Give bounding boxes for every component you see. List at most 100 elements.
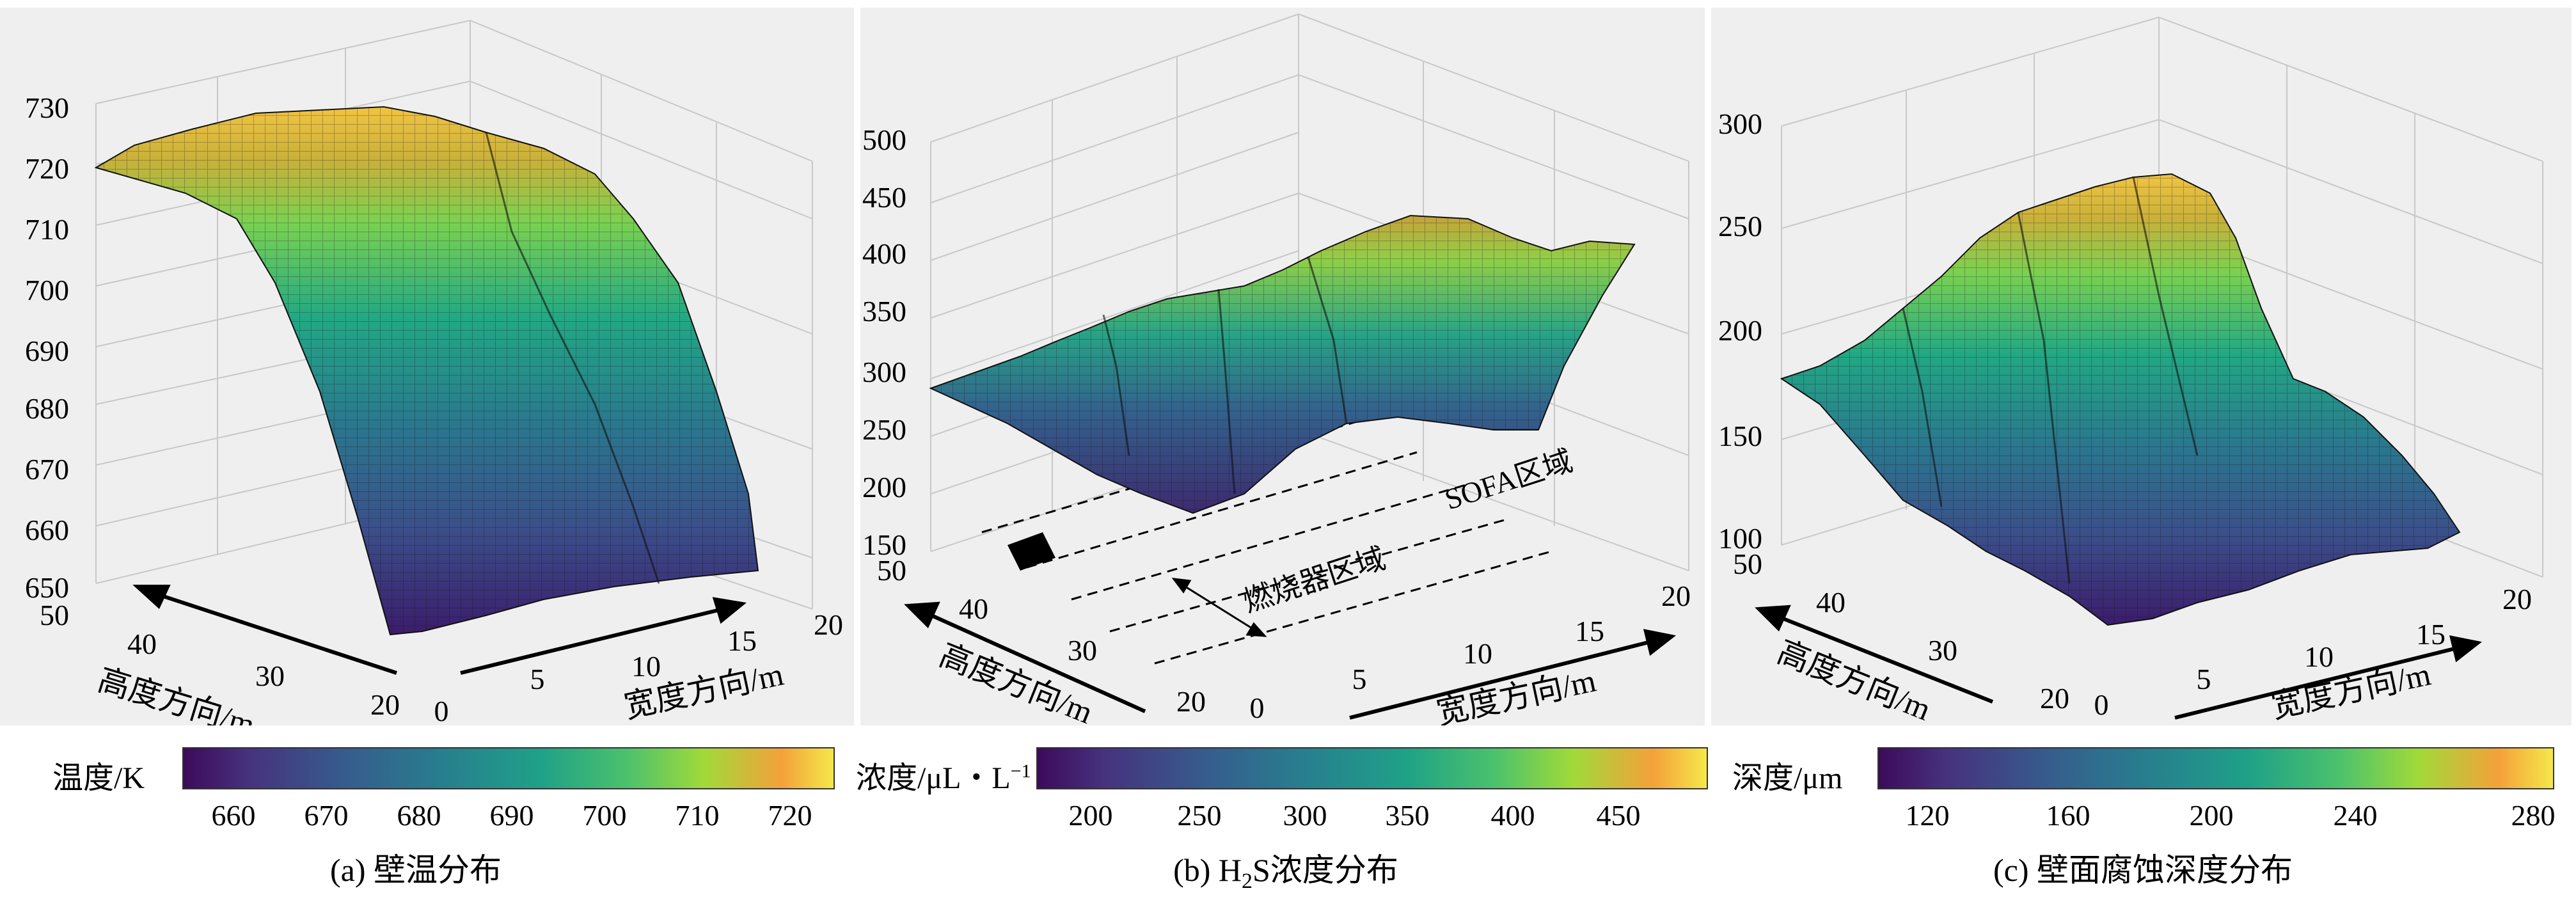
z-tick-label: 650 bbox=[25, 571, 69, 604]
z-tick-label: 500 bbox=[862, 123, 906, 156]
width-tick-label: 20 bbox=[2502, 583, 2532, 615]
z-tick-label: 660 bbox=[25, 514, 69, 546]
depth-tick-label: 50 bbox=[1733, 548, 1762, 580]
z-tick-label: 100 bbox=[1718, 522, 1762, 555]
caption-b: (b) H2S浓度分布 bbox=[1173, 844, 1398, 894]
colorbar-c-tick: 120 bbox=[1905, 799, 1950, 832]
caption-b-sub: 2 bbox=[1242, 869, 1253, 893]
colorbar-a-tick: 680 bbox=[397, 799, 441, 832]
panel-b: SOFA区域 燃烧器区域 500 450 400 350 300 250 200… bbox=[860, 8, 1705, 725]
panel-c-xlabel: 宽度方向/m bbox=[2268, 656, 2434, 724]
colorbar-a-tick: 700 bbox=[582, 799, 627, 832]
width-tick-label: 0 bbox=[434, 695, 449, 725]
colorbar-b bbox=[1036, 747, 1708, 789]
panel-c-plot: 300 250 200 150 100 50 40 30 20 0 5 10 1… bbox=[1718, 17, 2543, 725]
z-tick-label: 450 bbox=[862, 181, 906, 214]
colorbar-b-tick: 300 bbox=[1283, 799, 1327, 832]
panel-a-arrows bbox=[132, 585, 747, 675]
width-tick-label: 10 bbox=[2304, 640, 2334, 673]
z-tick-label: 720 bbox=[25, 152, 69, 185]
colorbar-c-tick: 160 bbox=[2046, 799, 2090, 832]
z-tick-label: 200 bbox=[862, 471, 906, 503]
panel-b-depth-ticks: 50 40 30 20 bbox=[877, 554, 1206, 718]
z-tick-label: 400 bbox=[862, 237, 906, 270]
colorbar-a bbox=[182, 747, 835, 789]
panel-b-marker bbox=[1007, 532, 1055, 571]
colorbar-a-tick: 710 bbox=[675, 799, 720, 832]
colorbar-a-tick: 720 bbox=[768, 799, 812, 832]
panel-c-depth-ticks: 50 40 30 20 bbox=[1733, 548, 2069, 715]
colorbar-b-label-sup: −1 bbox=[1010, 761, 1031, 782]
z-tick-label: 250 bbox=[862, 413, 906, 446]
colorbar-b-tick: 350 bbox=[1385, 799, 1430, 832]
depth-tick-label: 20 bbox=[370, 688, 400, 721]
panel-b-z-ticks: 500 450 400 350 300 250 200 150 bbox=[862, 123, 906, 561]
panel-b-burner-arrow bbox=[1171, 578, 1267, 637]
depth-tick-label: 30 bbox=[1068, 634, 1097, 667]
panel-a-width-ticks: 0 5 10 15 20 bbox=[434, 608, 844, 725]
depth-tick-label: 20 bbox=[1176, 685, 1206, 718]
panel-c: 300 250 200 150 100 50 40 30 20 0 5 10 1… bbox=[1711, 8, 2572, 725]
panel-a-plot: 730 720 710 700 690 680 670 660 650 50 4… bbox=[25, 20, 844, 725]
panel-c-arrows bbox=[1755, 605, 2482, 720]
panel-a: 730 720 710 700 690 680 670 660 650 50 4… bbox=[0, 8, 854, 725]
depth-tick-label: 30 bbox=[255, 660, 285, 692]
z-tick-label: 200 bbox=[1718, 314, 1762, 347]
z-tick-label: 690 bbox=[25, 335, 69, 367]
caption-c: (c) 壁面腐蚀深度分布 bbox=[1993, 852, 2293, 888]
z-tick-label: 700 bbox=[25, 274, 69, 306]
z-tick-label: 350 bbox=[862, 295, 906, 328]
colorbar-a-tick: 690 bbox=[489, 799, 534, 832]
panel-b-arrows bbox=[904, 601, 1676, 720]
colorbar-c-tick: 280 bbox=[2511, 799, 2556, 832]
panel-c-width-ticks: 0 5 10 15 20 bbox=[2094, 583, 2533, 721]
width-tick-label: 5 bbox=[2197, 663, 2211, 695]
depth-tick-label: 50 bbox=[40, 599, 69, 631]
width-tick-label: 0 bbox=[1250, 692, 1265, 724]
panel-b-burner-label: 燃烧器区域 bbox=[1239, 542, 1389, 619]
z-tick-label: 680 bbox=[25, 392, 69, 425]
colorbar-b-tick: 450 bbox=[1596, 799, 1641, 832]
caption-b-pre: (b) H bbox=[1173, 852, 1242, 888]
colorbar-c-tick: 200 bbox=[2189, 799, 2234, 832]
panel-a-z-ticks: 730 720 710 700 690 680 670 660 650 bbox=[25, 91, 69, 604]
colorbar-a-label: 温度/K bbox=[52, 761, 145, 795]
width-tick-label: 5 bbox=[530, 663, 545, 695]
width-tick-label: 15 bbox=[727, 624, 757, 657]
depth-tick-label: 40 bbox=[127, 628, 157, 660]
panel-b-xlabel: 宽度方向/m bbox=[1434, 662, 1599, 725]
z-tick-label: 710 bbox=[25, 213, 69, 246]
colorbar-b-tick: 400 bbox=[1490, 799, 1535, 832]
z-tick-label: 670 bbox=[25, 453, 69, 486]
depth-tick-label: 40 bbox=[959, 592, 988, 625]
colorbar-a-tick: 670 bbox=[304, 799, 349, 832]
width-tick-label: 5 bbox=[1352, 663, 1367, 695]
width-tick-label: 10 bbox=[631, 650, 661, 683]
z-tick-label: 300 bbox=[1718, 107, 1762, 140]
panel-b-width-ticks: 0 5 10 15 20 bbox=[1250, 580, 1691, 724]
depth-tick-label: 40 bbox=[1816, 586, 1845, 619]
colorbar-b-tick: 250 bbox=[1177, 799, 1222, 832]
colorbar-c-tick: 240 bbox=[2333, 799, 2378, 832]
width-tick-label: 15 bbox=[2416, 618, 2446, 651]
depth-tick-label: 30 bbox=[1928, 634, 1957, 667]
width-tick-label: 0 bbox=[2094, 688, 2109, 721]
width-tick-label: 20 bbox=[1661, 580, 1691, 612]
panel-a-depth-ticks: 50 40 30 20 bbox=[40, 599, 400, 721]
width-tick-label: 20 bbox=[814, 608, 843, 641]
colorbar-b-tick: 200 bbox=[1068, 799, 1113, 832]
panel-b-plot: SOFA区域 燃烧器区域 500 450 400 350 300 250 200… bbox=[862, 13, 1691, 725]
z-tick-label: 150 bbox=[862, 528, 906, 561]
depth-tick-label: 20 bbox=[2040, 682, 2069, 715]
colorbar-b-label-text: 浓度/μL・L bbox=[856, 761, 1011, 795]
panel-c-z-ticks: 300 250 200 150 100 bbox=[1718, 107, 1762, 555]
caption-b-post: S浓度分布 bbox=[1252, 852, 1398, 888]
width-tick-label: 15 bbox=[1575, 615, 1604, 647]
colorbar-a-tick: 660 bbox=[211, 799, 256, 832]
z-tick-label: 730 bbox=[25, 91, 69, 124]
caption-a: (a) 壁温分布 bbox=[330, 852, 502, 888]
z-tick-label: 250 bbox=[1718, 210, 1762, 242]
colorbar-c-label: 深度/μm bbox=[1732, 761, 1843, 795]
colorbar-c bbox=[1877, 747, 2554, 789]
depth-tick-label: 50 bbox=[877, 554, 906, 587]
